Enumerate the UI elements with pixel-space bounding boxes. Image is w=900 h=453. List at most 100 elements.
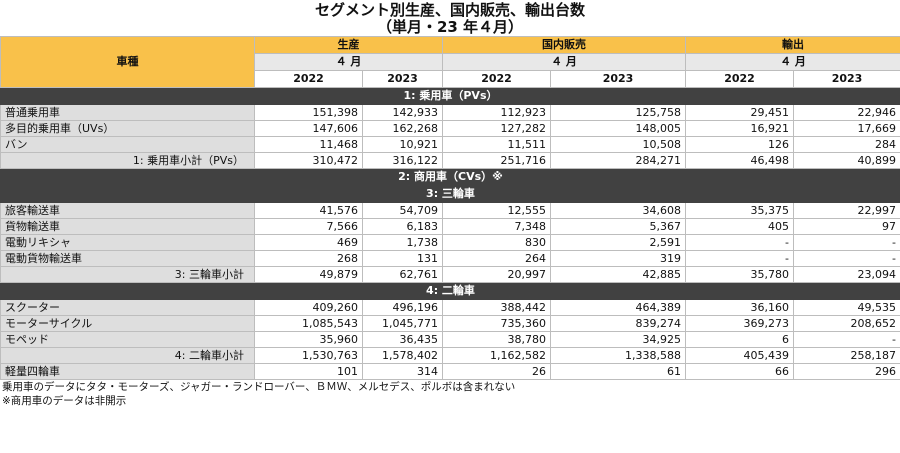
row-label: 貨物輸送車 — [0, 218, 255, 235]
table-cell: 101 — [254, 363, 363, 380]
section-title: 1: 乗用車（PVs） — [0, 87, 900, 105]
table-cell: 735,360 — [442, 315, 551, 332]
table-cell: 296 — [793, 363, 900, 380]
table-cell: 36,435 — [362, 331, 443, 348]
table-cell: 268 — [254, 250, 363, 267]
row-label: スクーター — [0, 299, 255, 316]
table-cell: 142,933 — [362, 104, 443, 121]
table-cell: 35,960 — [254, 331, 363, 348]
segment-table: 車種 生産 国内販売 輸出 ４ 月 ４ 月 ４ 月 2022 2023 2022… — [0, 36, 900, 380]
table-cell: 162,268 — [362, 120, 443, 137]
table-cell: 23,094 — [793, 266, 900, 283]
section-title: 2: 商用車（CVs）※ — [0, 168, 900, 186]
table-cell: 319 — [550, 250, 686, 267]
header-row-groups: 車種 生産 国内販売 輸出 — [0, 36, 900, 88]
row-label: 軽量四輪車 — [0, 363, 255, 380]
table-cell: 1,578,402 — [362, 347, 443, 364]
table-cell: 97 — [793, 218, 900, 235]
table-cell: 7,566 — [254, 218, 363, 235]
table-cell: 38,780 — [442, 331, 551, 348]
header-year: 2023 — [793, 70, 900, 88]
section-header-two-wheeler: 4: 二輪車 — [0, 282, 900, 300]
subtotal-row: 4: 二輪車小計 1,530,763 1,578,402 1,162,582 1,338… — [0, 347, 900, 364]
subtotal-row: 3: 三輪車小計 49,879 62,761 20,997 42,885 35,780 23… — [0, 266, 900, 283]
table-cell: 16,921 — [685, 120, 794, 137]
table-cell: 405,439 — [685, 347, 794, 364]
table-cell: 127,282 — [442, 120, 551, 137]
table-cell: 54,709 — [362, 202, 443, 219]
table-cell: 22,997 — [793, 202, 900, 219]
table-cell: 1,162,582 — [442, 347, 551, 364]
table-cell: 42,885 — [550, 266, 686, 283]
table-cell: - — [793, 234, 900, 251]
table-cell: - — [685, 234, 794, 251]
table-cell: 61 — [550, 363, 686, 380]
table-row: 普通乗用車 151,398 142,933 112,923 125,758 29,451 2… — [0, 104, 900, 121]
table-cell: 830 — [442, 234, 551, 251]
page-subtitle: （単月・23 年４月） — [376, 18, 524, 36]
table-cell: 314 — [362, 363, 443, 380]
header-row-month: ４ 月 ４ 月 ４ 月 — [1, 53, 900, 71]
table-cell: 112,923 — [442, 104, 551, 121]
table-cell: 316,122 — [362, 152, 443, 169]
table-cell: 1,338,588 — [550, 347, 686, 364]
table-cell: 284,271 — [550, 152, 686, 169]
table-row: モペッド 35,960 36,435 38,780 34,925 6- — [0, 331, 900, 348]
row-label: バン — [0, 136, 255, 153]
table-cell: 1,045,771 — [362, 315, 443, 332]
table-cell: 369,273 — [685, 315, 794, 332]
table-cell: 125,758 — [550, 104, 686, 121]
header-year: 2022 — [254, 70, 363, 88]
row-label: 多目的乗用車（UVs） — [0, 120, 255, 137]
table-cell: 26 — [442, 363, 551, 380]
table-cell: 464,389 — [550, 299, 686, 316]
table-cell: 1,530,763 — [254, 347, 363, 364]
section-title: 3: 三輪車 — [0, 185, 900, 203]
table-row: 電動貨物輸送車 268 131 264 319- - — [0, 250, 900, 267]
table-cell: 251,716 — [442, 152, 551, 169]
table-cell: 151,398 — [254, 104, 363, 121]
section-header-three-wheeler: 3: 三輪車 — [0, 185, 900, 203]
table-cell: 5,367 — [550, 218, 686, 235]
table-cell: 126 — [685, 136, 794, 153]
table-cell: 22,946 — [793, 104, 900, 121]
table-cell: 405 — [685, 218, 794, 235]
table-row: モーターサイクル 1,085,543 1,045,771 735,360 839,274… — [0, 315, 900, 332]
row-label: モペッド — [0, 331, 255, 348]
table-cell: 34,925 — [550, 331, 686, 348]
table-cell: 17,669 — [793, 120, 900, 137]
table-cell: 35,780 — [685, 266, 794, 283]
footnotes: 乗用車のデータにタタ・モーターズ、ジャガー・ランドローバー、ＢＭＷ、メルセデス、… — [0, 380, 900, 408]
footnote: ※商用車のデータは非開示 — [2, 395, 127, 407]
row-label: 1: 乗用車小計（PVs） — [0, 152, 255, 169]
table-cell: 49,879 — [254, 266, 363, 283]
row-label: 4: 二輪車小計 — [0, 347, 255, 364]
table-cell: 20,997 — [442, 266, 551, 283]
table-cell: 409,260 — [254, 299, 363, 316]
header-month: ４ 月 — [685, 53, 900, 71]
table-cell: 11,468 — [254, 136, 363, 153]
table-cell: 29,451 — [685, 104, 794, 121]
table-cell: 11,511 — [442, 136, 551, 153]
section-header-cv: 2: 商用車（CVs）※ — [0, 168, 900, 186]
header-month: ４ 月 — [442, 53, 686, 71]
row-label: モーターサイクル — [0, 315, 255, 332]
table-cell: 284 — [793, 136, 900, 153]
header-kind: 車種 — [0, 36, 255, 88]
row-label: 旅客輸送車 — [0, 202, 255, 219]
table-cell: 46,498 — [685, 152, 794, 169]
table-cell: 40,899 — [793, 152, 900, 169]
header-year: 2023 — [362, 70, 443, 88]
page-title: セグメント別生産、国内販売、輸出台数 — [314, 1, 585, 19]
table-cell: 208,652 — [793, 315, 900, 332]
table-cell: 2,591 — [550, 234, 686, 251]
section-title: 4: 二輪車 — [0, 282, 900, 300]
header-exports: 輸出 — [685, 36, 900, 54]
table-cell: 839,274 — [550, 315, 686, 332]
table-cell: 10,921 — [362, 136, 443, 153]
row-label: 普通乗用車 — [0, 104, 255, 121]
row-label: 3: 三輪車小計 — [0, 266, 255, 283]
table-cell: 1,085,543 — [254, 315, 363, 332]
table-cell: 131 — [362, 250, 443, 267]
table-cell: 49,535 — [793, 299, 900, 316]
